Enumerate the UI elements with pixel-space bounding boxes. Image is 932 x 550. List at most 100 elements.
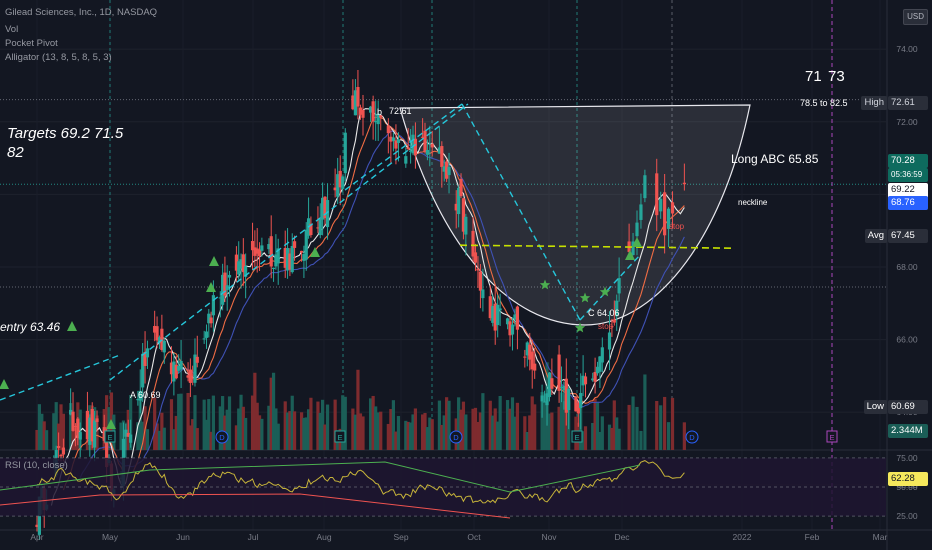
volume-bar <box>457 397 461 450</box>
volume-bar <box>612 400 616 450</box>
volume-bar <box>271 372 276 450</box>
volume-bar <box>276 423 280 450</box>
targets-annotation: Targets 69.2 71.5 <box>7 125 124 142</box>
pocket-pivot-star <box>579 292 591 303</box>
candle-body <box>428 143 432 145</box>
candle-body <box>244 266 248 277</box>
candle-body <box>124 429 128 437</box>
candle-body <box>631 241 635 256</box>
candle-body <box>292 241 297 248</box>
candle-body <box>617 278 621 294</box>
candle-body <box>496 304 500 326</box>
symbol-title[interactable]: Gilead Sciences, Inc., 1D, NASDAQ <box>5 7 158 18</box>
candle-body <box>473 252 478 263</box>
volume-bar <box>234 425 239 450</box>
candle-body <box>600 347 604 363</box>
volume-bar <box>557 406 561 450</box>
volume-bar <box>274 408 278 450</box>
volume-bar <box>437 400 442 450</box>
time-axis-tick: Nov <box>541 532 557 542</box>
volume-bar <box>369 398 373 450</box>
candle-body <box>437 147 442 154</box>
candle-body <box>356 87 360 107</box>
volume-bar <box>627 404 631 450</box>
volume-bar <box>267 405 271 450</box>
long-abc-annotation: Long ABC 65.85 <box>731 152 819 166</box>
future-earnings-glyph: E <box>829 433 834 442</box>
currency-button[interactable]: USD <box>903 9 928 25</box>
dividend-marker-glyph: D <box>689 433 695 442</box>
volume-bar <box>488 400 492 450</box>
candle-body <box>567 388 571 411</box>
candle-body <box>545 393 549 406</box>
pocket-pivot-triangle <box>206 282 216 292</box>
candle-body <box>157 337 162 344</box>
candle-body <box>338 170 342 188</box>
candle-body <box>102 427 106 441</box>
candle-body <box>193 354 197 383</box>
indicator-pocket-pivot-label[interactable]: Pocket Pivot <box>5 38 58 49</box>
candle-body <box>562 385 566 391</box>
stop-label-upper: stop <box>669 222 685 231</box>
candle-body <box>162 340 166 353</box>
candle-body <box>508 321 512 336</box>
volume-bar <box>617 428 621 450</box>
candle-body <box>581 375 585 386</box>
volume-bar <box>42 421 46 450</box>
rsi-label[interactable]: RSI (10, close) <box>5 460 68 471</box>
candle-body <box>241 254 245 273</box>
volume-bar <box>202 399 206 450</box>
indicator-vol-label[interactable]: Vol <box>5 24 19 35</box>
candle-body <box>302 254 306 261</box>
candle-body <box>153 325 157 333</box>
candle-body <box>525 342 529 356</box>
candle-body <box>533 363 537 371</box>
volume-bar <box>442 415 446 450</box>
volume-bar <box>292 411 297 450</box>
volume-bar <box>476 421 480 450</box>
volume-bar <box>591 422 595 450</box>
candle-body <box>179 360 183 370</box>
candle-body <box>59 454 63 457</box>
future-earnings-marker <box>826 430 838 443</box>
candle-body <box>85 410 90 439</box>
volume-bar <box>610 427 614 450</box>
volume-bar <box>379 411 383 450</box>
candle-body <box>610 326 614 328</box>
volume-bar <box>195 428 199 450</box>
dividend-marker-glyph: D <box>453 433 459 442</box>
volume-bar <box>411 414 415 450</box>
volume-bar <box>583 426 588 450</box>
indicator-alligator-label[interactable]: Alligator (13, 8, 5, 8, 5, 3) <box>5 52 112 63</box>
volume-bar <box>269 377 273 450</box>
candle-body <box>353 90 358 116</box>
candle-body <box>635 222 639 237</box>
candle-body <box>204 331 209 338</box>
target-71-annotation: 71 <box>805 68 822 85</box>
candle-body <box>663 192 667 236</box>
volume-bar <box>635 406 639 450</box>
price-axis-tick: 72.00 <box>896 117 918 127</box>
candle-body <box>369 106 373 113</box>
volume-bar <box>353 414 358 450</box>
candle-body <box>542 401 547 403</box>
candle-body <box>299 250 304 253</box>
volume-bar <box>204 419 209 450</box>
pocket-pivot-triangle <box>310 247 320 257</box>
c-point-label: C 64.06 <box>588 308 620 318</box>
candle-body <box>391 137 396 141</box>
candle-body <box>239 259 243 269</box>
candle-body <box>257 249 262 257</box>
neckline-annotation: neckline <box>738 198 768 207</box>
candle-body <box>316 227 320 229</box>
volume-bar <box>413 408 418 450</box>
volume-bar <box>505 400 510 450</box>
volume-bar <box>394 431 398 450</box>
candle-body <box>126 432 130 437</box>
volume-bar <box>396 416 401 450</box>
candle-body <box>255 248 259 254</box>
candle-body <box>93 420 97 448</box>
volume-bar <box>172 429 176 450</box>
volume-bar <box>371 395 375 450</box>
